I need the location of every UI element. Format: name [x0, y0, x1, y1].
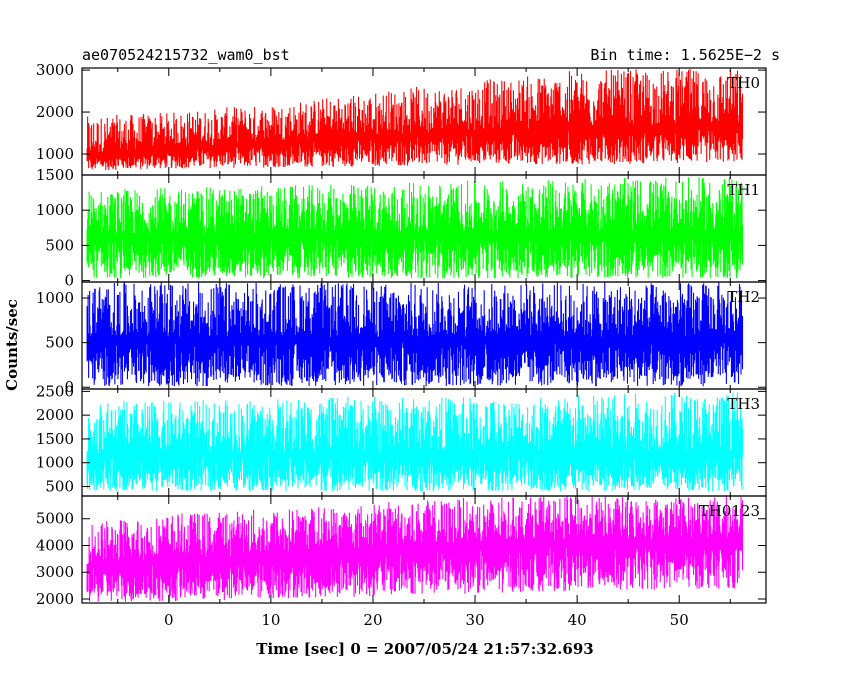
y-tick-label: 1000: [36, 201, 74, 219]
y-tick-label: 0: [64, 378, 74, 396]
y-tick-label: 2000: [36, 406, 74, 424]
y-tick-label: 3000: [36, 61, 74, 79]
series-th1: [86, 177, 744, 279]
y-tick-label: 500: [45, 334, 74, 352]
y-axis-label: Counts/sec: [3, 299, 21, 391]
panel-label-th0123: TH0123: [699, 502, 760, 520]
y-tick-label: 2500: [36, 382, 74, 400]
panels: 1000 2000 3000 TH0 0 500 1000 1500 TH1 0 500 1000 TH…: [36, 61, 767, 608]
y-tick-label: 3000: [36, 563, 74, 581]
panel-th0123: 2000 3000 4000 5000 TH0123: [36, 495, 767, 608]
x-tick-label: 40: [568, 611, 587, 629]
x-tick-label: 30: [465, 611, 484, 629]
series-th2: [86, 282, 744, 387]
series-th3: [86, 392, 744, 492]
x-tick-label: 20: [363, 611, 382, 629]
header-title: ae070524215732_wam0_bst: [82, 46, 290, 64]
series-th0123: [86, 496, 744, 602]
y-tick-label: 1500: [36, 166, 74, 184]
y-tick-label: 0: [64, 272, 74, 290]
panel-th1: 0 500 1000 1500 TH1: [36, 166, 767, 290]
x-axis-label: Time [sec] 0 = 2007/05/24 21:57:32.693: [256, 640, 593, 658]
x-tick-label: 10: [261, 611, 280, 629]
header-bin-time: Bin time: 1.5625E−2 s: [590, 46, 780, 64]
x-tick-label: 0: [164, 611, 174, 629]
y-tick-label: 1000: [36, 145, 74, 163]
y-tick-label: 1000: [36, 454, 74, 472]
panel-label-th2: TH2: [727, 288, 760, 306]
panel-label-th0: TH0: [727, 74, 760, 92]
y-tick-label: 1000: [36, 289, 74, 307]
panel-th0: 1000 2000 3000 TH0: [36, 61, 767, 176]
panel-th3: 500 1000 1500 2000 2500 TH3: [36, 382, 767, 497]
y-tick-label: 500: [45, 236, 74, 254]
series-th0: [86, 69, 744, 170]
y-tick-label: 500: [45, 477, 74, 495]
x-tick-labels: 0 10 20 30 40 50: [164, 611, 689, 629]
x-tick-label: 50: [670, 611, 689, 629]
y-tick-label: 4000: [36, 536, 74, 554]
y-tick-label: 2000: [36, 103, 74, 121]
panel-label-th1: TH1: [727, 181, 760, 199]
y-tick-label: 1500: [36, 430, 74, 448]
panel-th2: 0 500 1000 TH2: [36, 281, 767, 396]
y-tick-label: 5000: [36, 510, 74, 528]
panel-label-th3: TH3: [727, 395, 760, 413]
y-tick-label: 2000: [36, 590, 74, 608]
